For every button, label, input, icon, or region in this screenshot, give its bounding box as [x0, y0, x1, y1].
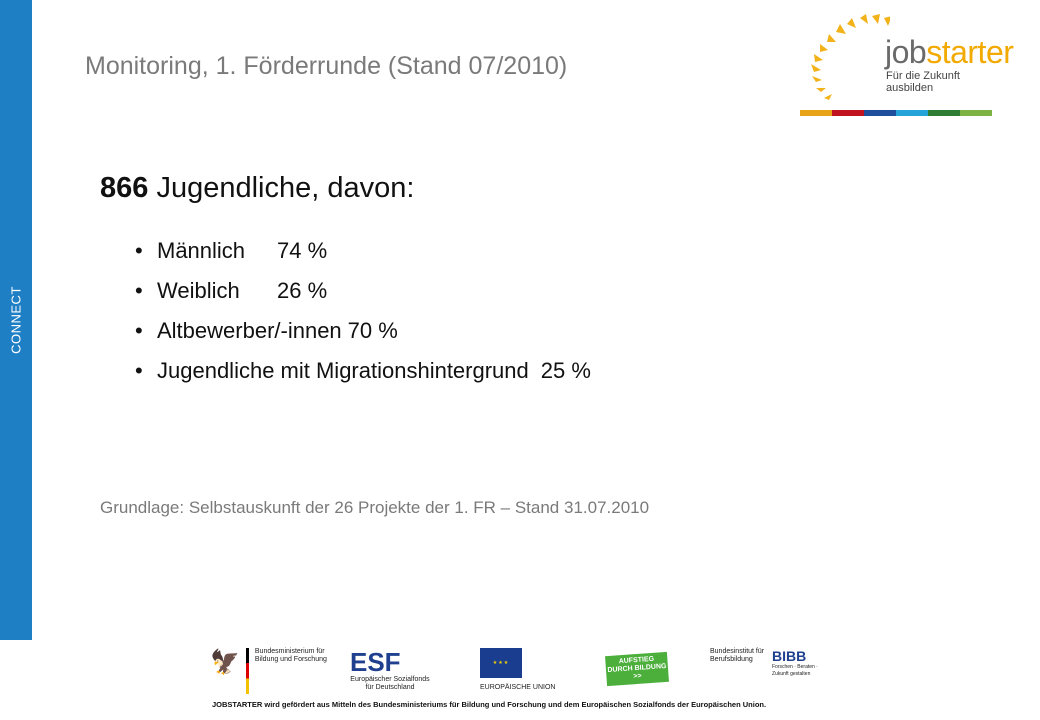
- eu-logo: ★★★ EUROPÄISCHE UNION: [480, 648, 555, 698]
- total-count: 866: [100, 172, 149, 204]
- item-value: 26 %: [277, 278, 328, 303]
- color-segment: [832, 110, 864, 116]
- sidebar-strip: CONNECT: [0, 0, 32, 640]
- aufstieg-logo: AUFSTIEG DURCH BILDUNG >>: [605, 651, 669, 704]
- item-label: Jugendliche mit Migrationshintergrund: [157, 358, 529, 383]
- bibb-institute: Bundesinstitut für Berufsbildung: [710, 648, 765, 663]
- aufstieg-badge: AUFSTIEG DURCH BILDUNG >>: [605, 651, 669, 687]
- eagle-icon: 🦅: [210, 649, 240, 676]
- color-segment: [896, 110, 928, 116]
- color-segment: [928, 110, 960, 116]
- heading-text: Jugendliche, davon:: [156, 172, 415, 204]
- item-value: 70 %: [347, 318, 398, 343]
- item-label: Weiblich: [157, 278, 240, 303]
- source-note: Grundlage: Selbstauskunft der 26 Projekt…: [100, 498, 650, 517]
- item-value: 25 %: [540, 358, 591, 383]
- bullet: •: [135, 278, 143, 303]
- list-item: • Jugendliche mit Migrationshintergrund 25…: [135, 353, 591, 393]
- esf-subtitle: Europäischer Sozialfonds für Deutschland: [350, 676, 430, 691]
- esf-title: ESF: [350, 647, 401, 677]
- bibb-logo: Bundesinstitut für Berufsbildung BIBB Fo…: [710, 648, 820, 698]
- flag-stripe: [245, 648, 249, 694]
- sun-rays-icon: [811, 14, 890, 100]
- content-heading: 866 Jugendliche, davon:: [100, 172, 414, 205]
- bullet: •: [135, 238, 143, 263]
- facts-list: • Männlich 74 % • Weiblich 26 % • Altbewerber…: [135, 233, 591, 393]
- color-segment: [960, 110, 992, 116]
- logo-wordmark: jobstarter: [885, 34, 1014, 70]
- bmbf-text: Bundesministerium für Bildung und Forsch…: [254, 648, 327, 663]
- bibb-tags: Forschen · Beraten · Zukunft gestalten: [772, 664, 818, 677]
- eu-label: EUROPÄISCHE UNION: [480, 684, 556, 691]
- color-segment: [800, 110, 832, 116]
- funding-notice: JOBSTARTER wird gefördert aus Mitteln de…: [212, 700, 767, 709]
- page-title: Monitoring, 1. Förderrunde (Stand 07/201…: [85, 52, 568, 80]
- bmbf-logo: 🦅 Bundesministerium für Bildung und Fors…: [210, 648, 335, 698]
- logo-tagline: Für die Zukunft ausbilden: [886, 70, 960, 94]
- logo-color-bar: [800, 110, 992, 116]
- item-label: Männlich: [157, 238, 246, 263]
- list-item: • Altbewerber/-innen 70 %: [135, 313, 591, 353]
- list-item: • Weiblich 26 %: [135, 273, 591, 313]
- item-label: Altbewerber/-innen: [157, 318, 342, 343]
- jobstarter-logo: jobstarter Für die Zukunft ausbilden: [800, 12, 1014, 118]
- esf-logo: ESF Europäischer Sozialfonds für Deutsch…: [350, 648, 430, 698]
- bibb-title: BIBB: [772, 648, 807, 664]
- item-value: 74 %: [277, 238, 328, 263]
- sponsor-logos: 🦅 Bundesministerium für Bildung und Fors…: [0, 640, 1040, 720]
- list-item: • Männlich 74 %: [135, 233, 591, 273]
- sidebar-label: CONNECT: [8, 286, 24, 354]
- eu-flag-icon: ★★★: [480, 648, 522, 678]
- bullet: •: [135, 318, 143, 343]
- color-segment: [864, 110, 896, 116]
- bullet: •: [135, 358, 143, 383]
